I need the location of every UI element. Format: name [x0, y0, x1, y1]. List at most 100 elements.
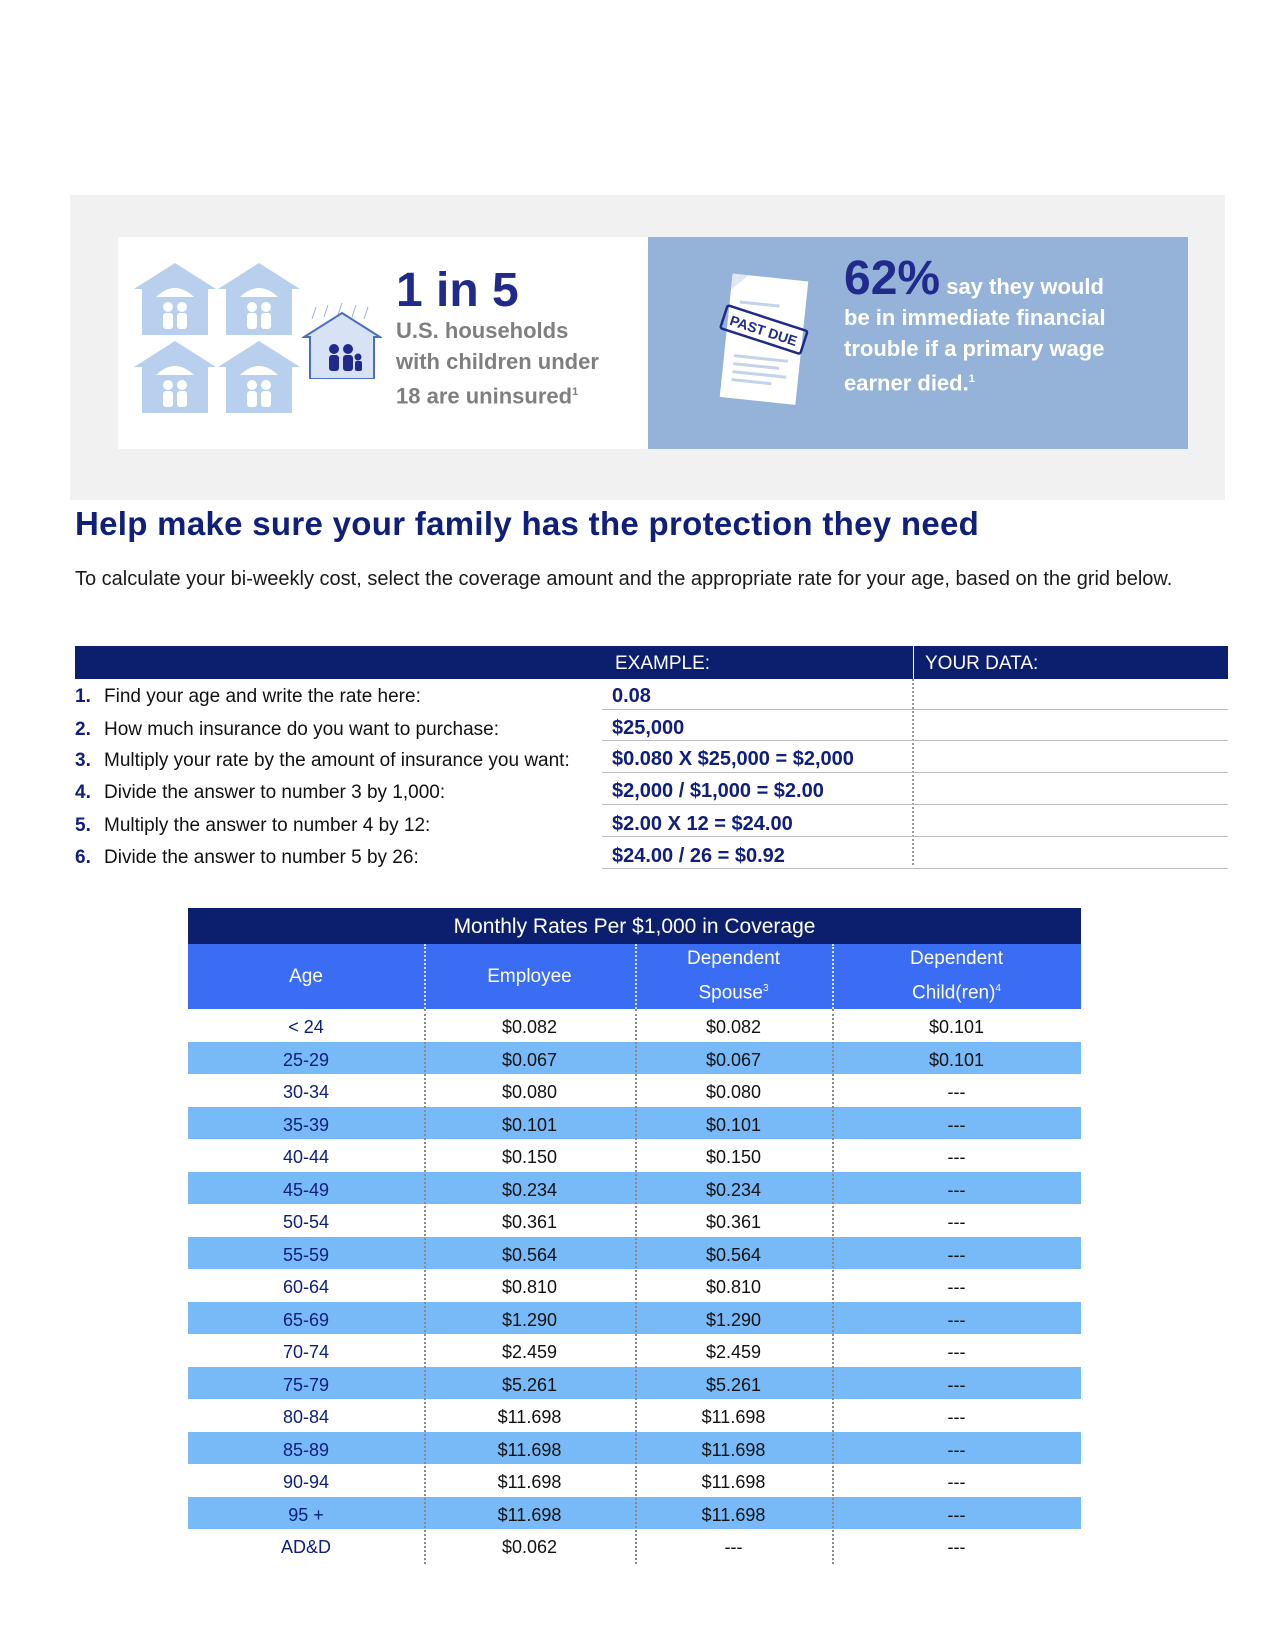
calc-example-value: $2,000 / $1,000 = $2.00	[612, 780, 824, 802]
households-stat-text: U.S. households with children under 18 a…	[396, 318, 599, 409]
house-umbrella-icon	[134, 263, 216, 335]
table-row: 95 + $11.698 $11.698 ---	[188, 1496, 1081, 1529]
page-heading: Help make sure your family has the prote…	[75, 505, 980, 542]
financial-trouble-stat-card: PAST DUE 62% say they would be in immedi…	[648, 237, 1188, 449]
employee-rate-cell: $11.698	[497, 1472, 562, 1492]
child-rate-cell: ---	[947, 1407, 966, 1427]
uninsured-house-icon	[302, 303, 382, 379]
calc-step: 4. Divide the answer to number 3 by 1,000…	[75, 782, 446, 803]
rates-table-title: Monthly Rates Per $1,000 in Coverage	[188, 908, 1081, 944]
employee-rate-cell: $0.150	[501, 1147, 558, 1167]
child-rate-cell: ---	[947, 1277, 966, 1297]
spouse-rate-cell: ---	[724, 1537, 743, 1557]
spouse-rate-cell: $0.564	[705, 1244, 762, 1265]
house-umbrella-icon	[218, 341, 300, 413]
table-row: 90-94 $11.698 $11.698 ---	[188, 1464, 1081, 1497]
spouse-rate-cell: $5.261	[705, 1374, 762, 1395]
table-row: 80-84 $11.698 $11.698 ---	[188, 1399, 1081, 1432]
financial-trouble-stat-number: 62%	[844, 252, 941, 305]
table-row: 25-29 $0.067 $0.067 $0.101	[188, 1041, 1081, 1074]
spouse-rate-cell: $0.810	[705, 1277, 762, 1297]
table-row: 50-54 $0.361 $0.361 ---	[188, 1204, 1081, 1237]
employee-rate-cell: $0.101	[501, 1114, 558, 1135]
calc-step: 2. How much insurance do you want to purc…	[75, 719, 499, 740]
child-rate-cell: ---	[947, 1309, 966, 1330]
table-row: AD&D $0.062 --- ---	[188, 1529, 1081, 1562]
calc-example-value: $24.00 / 26 = $0.92	[612, 845, 785, 867]
house-umbrella-icon	[134, 341, 216, 413]
age-cell: 45-49	[282, 1179, 330, 1200]
table-row: 35-39 $0.101 $0.101 ---	[188, 1106, 1081, 1139]
child-rate-cell: ---	[947, 1244, 966, 1265]
child-rate-cell: ---	[947, 1504, 966, 1525]
child-rate-cell: ---	[947, 1114, 966, 1135]
employee-rate-cell: $2.459	[501, 1342, 558, 1362]
households-stat-card: 1 in 5 U.S. households with children und…	[118, 237, 648, 449]
age-cell: 60-64	[282, 1277, 330, 1297]
child-rate-cell: ---	[947, 1342, 966, 1362]
rates-table-header: Age Employee Dependent Spouse3 Dependent C…	[188, 944, 1081, 1009]
child-rate-cell: ---	[947, 1472, 966, 1492]
age-cell: 35-39	[282, 1114, 330, 1135]
table-row: 55-59 $0.564 $0.564 ---	[188, 1236, 1081, 1269]
age-cell: < 24	[288, 1017, 324, 1037]
table-row: 85-89 $11.698 $11.698 ---	[188, 1431, 1081, 1464]
your-data-column-label: YOUR DATA:	[925, 653, 1039, 674]
stats-panel: 1 in 5 U.S. households with children und…	[70, 195, 1225, 500]
house-umbrella-icon	[218, 263, 300, 335]
employee-rate-cell: $0.067	[501, 1049, 558, 1070]
spouse-rate-cell: $0.361	[705, 1212, 762, 1232]
child-rate-cell: $0.101	[928, 1049, 985, 1070]
employee-rate-cell: $1.290	[501, 1309, 558, 1330]
age-cell: 55-59	[282, 1244, 330, 1265]
spouse-rate-cell: $0.082	[705, 1017, 762, 1037]
employee-rate-cell: $0.062	[501, 1537, 558, 1557]
employee-rate-cell: $0.564	[501, 1244, 558, 1265]
spouse-column-header: Dependent Spouse3	[687, 948, 780, 1004]
calc-example-value: $25,000	[612, 717, 685, 739]
households-stat-number: 1 in 5	[396, 264, 519, 317]
age-cell: 70-74	[282, 1342, 330, 1362]
employee-rate-cell: $11.698	[497, 1439, 562, 1460]
table-row: 45-49 $0.234 $0.234 ---	[188, 1171, 1081, 1204]
employee-column-header: Employee	[487, 965, 572, 987]
spouse-rate-cell: $0.101	[705, 1114, 762, 1135]
example-column-label: EXAMPLE:	[615, 653, 711, 674]
age-cell: 95 +	[288, 1504, 324, 1525]
child-rate-cell: ---	[947, 1374, 966, 1395]
child-rate-cell: ---	[947, 1537, 966, 1557]
age-cell: 25-29	[282, 1049, 330, 1070]
age-cell: AD&D	[280, 1537, 331, 1557]
employee-rate-cell: $0.361	[501, 1212, 558, 1232]
employee-rate-cell: $0.082	[501, 1017, 558, 1037]
employee-rate-cell: $0.234	[501, 1179, 558, 1200]
employee-rate-cell: $0.810	[501, 1277, 558, 1297]
child-rate-cell: ---	[947, 1439, 966, 1460]
spouse-rate-cell: $0.234	[705, 1179, 762, 1200]
table-row: 40-44 $0.150 $0.150 ---	[188, 1139, 1081, 1172]
employee-rate-cell: $5.261	[501, 1374, 558, 1395]
employee-rate-cell: $11.698	[497, 1504, 562, 1525]
child-rate-cell: ---	[947, 1147, 966, 1167]
past-due-bill-icon: PAST DUE	[719, 273, 809, 405]
child-rate-cell: ---	[947, 1082, 966, 1102]
table-row: 70-74 $2.459 $2.459 ---	[188, 1334, 1081, 1367]
age-cell: 40-44	[282, 1147, 330, 1167]
age-cell: 80-84	[282, 1407, 330, 1427]
calc-example-value: 0.08	[612, 685, 651, 707]
age-cell: 65-69	[282, 1309, 330, 1330]
child-column-header: Dependent Child(ren)4	[910, 948, 1003, 1004]
table-row: 30-34 $0.080 $0.080 ---	[188, 1074, 1081, 1107]
calc-example-value: $0.080 X $25,000 = $2,000	[612, 748, 854, 770]
employee-rate-cell: $11.698	[497, 1407, 562, 1427]
financial-trouble-stat-text: 62% say they would be in immediate finan…	[844, 252, 1106, 396]
child-rate-cell: $0.101	[928, 1017, 985, 1037]
child-rate-cell: ---	[947, 1179, 966, 1200]
calc-step: 3. Multiply your rate by the amount of in…	[75, 750, 570, 771]
child-rate-cell: ---	[947, 1212, 966, 1232]
table-row: 75-79 $5.261 $5.261 ---	[188, 1366, 1081, 1399]
intro-text: To calculate your bi-weekly cost, select…	[75, 568, 1173, 590]
age-cell: 30-34	[282, 1082, 330, 1102]
age-cell: 90-94	[282, 1472, 330, 1492]
calc-step: 5. Multiply the answer to number 4 by 12:	[75, 815, 431, 836]
